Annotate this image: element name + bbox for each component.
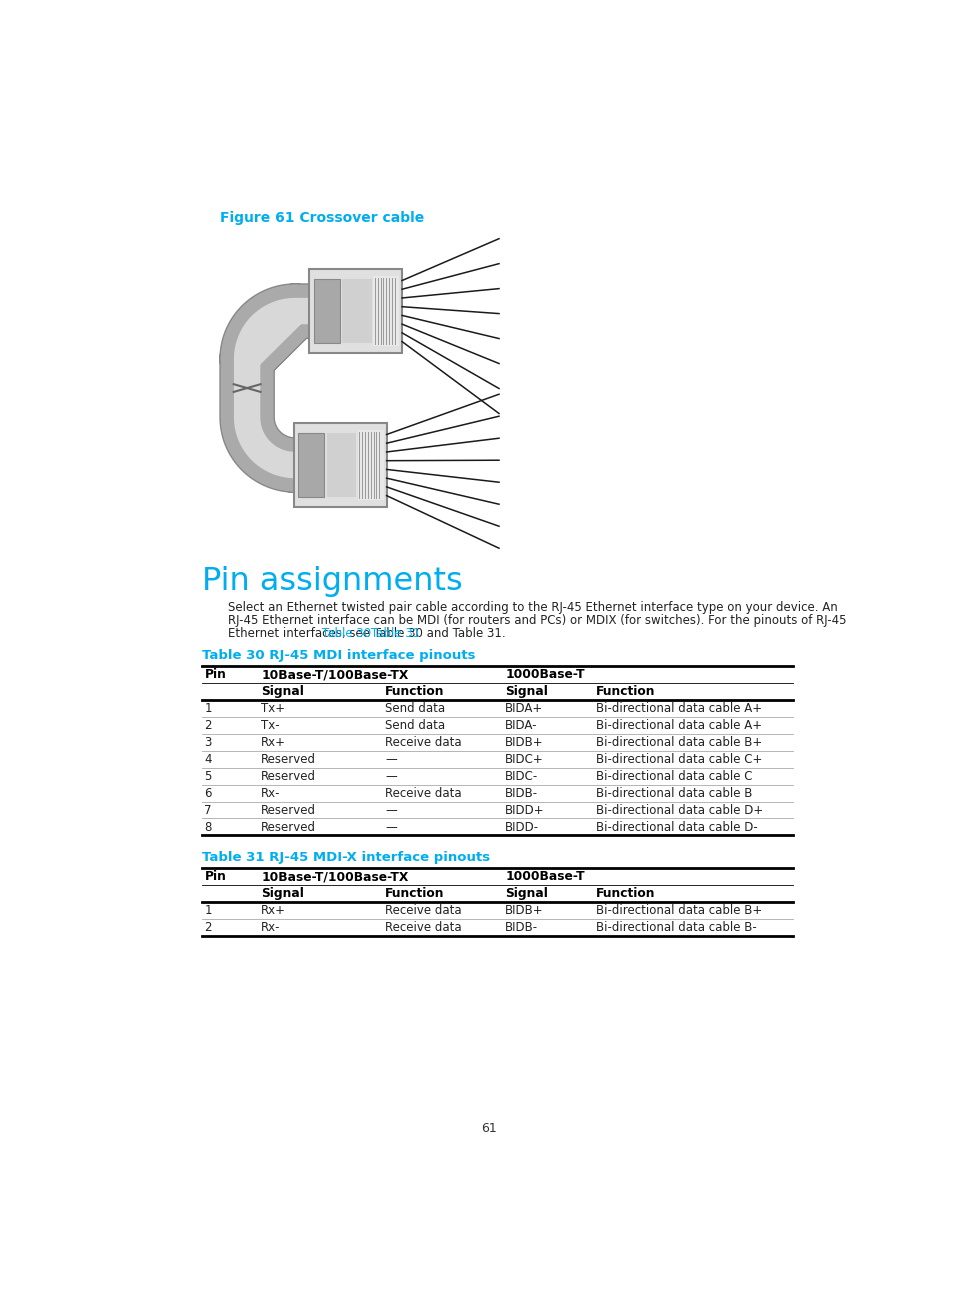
Text: 1: 1 [204, 702, 212, 715]
Bar [314, 280, 339, 342]
Text: Bi-directional data cable B-: Bi-directional data cable B- [596, 921, 756, 934]
Text: Signal: Signal [505, 686, 548, 699]
Text: Bi-directional data cable A+: Bi-directional data cable A+ [596, 702, 761, 715]
Text: Pin: Pin [204, 669, 226, 682]
Text: 10Base-T/100Base-TX: 10Base-T/100Base-TX [261, 669, 408, 682]
Text: Signal: Signal [261, 886, 304, 899]
Text: BIDD-: BIDD- [505, 820, 538, 833]
Text: Signal: Signal [505, 886, 548, 899]
Text: Pin: Pin [204, 870, 226, 883]
Text: Bi-directional data cable C+: Bi-directional data cable C+ [596, 753, 761, 766]
Text: Pin assignments: Pin assignments [202, 566, 462, 597]
Text: Rx+: Rx+ [261, 736, 286, 749]
Text: Ethernet interfaces, see Table 30 and Table 31.: Ethernet interfaces, see Table 30 and Ta… [228, 627, 505, 640]
Text: 7: 7 [204, 804, 212, 816]
Text: Tx+: Tx+ [261, 702, 285, 715]
Text: BIDB-: BIDB- [505, 921, 537, 934]
Text: Function: Function [385, 686, 444, 699]
Text: BIDA+: BIDA+ [505, 702, 543, 715]
Text: Rx-: Rx- [261, 787, 280, 800]
Text: Table 30 RJ-45 MDI interface pinouts: Table 30 RJ-45 MDI interface pinouts [202, 649, 476, 662]
Text: BIDC-: BIDC- [505, 770, 537, 783]
Text: Table 31 RJ-45 MDI-X interface pinouts: Table 31 RJ-45 MDI-X interface pinouts [202, 851, 490, 864]
Text: Reserved: Reserved [261, 753, 315, 766]
Text: —: — [385, 804, 396, 816]
Text: Function: Function [596, 686, 655, 699]
Text: Bi-directional data cable B: Bi-directional data cable B [596, 787, 752, 800]
Text: 1000Base-T: 1000Base-T [505, 870, 584, 883]
Text: Bi-directional data cable D-: Bi-directional data cable D- [596, 820, 757, 833]
Text: Rx-: Rx- [261, 921, 280, 934]
Text: Bi-directional data cable C: Bi-directional data cable C [596, 770, 752, 783]
Text: Function: Function [596, 886, 655, 899]
Text: Bi-directional data cable A+: Bi-directional data cable A+ [596, 719, 761, 732]
Text: Figure 61 Crossover cable: Figure 61 Crossover cable [220, 211, 424, 226]
Text: Signal: Signal [261, 686, 304, 699]
Text: BIDA-: BIDA- [505, 719, 537, 732]
Text: Send data: Send data [385, 719, 445, 732]
Bar [357, 430, 383, 500]
Bar [309, 270, 402, 353]
Text: BIDD+: BIDD+ [505, 804, 544, 816]
Text: Reserved: Reserved [261, 820, 315, 833]
Text: Receive data: Receive data [385, 921, 461, 934]
Text: Send data: Send data [385, 702, 445, 715]
Text: 2: 2 [204, 719, 212, 732]
Text: 10Base-T/100Base-TX: 10Base-T/100Base-TX [261, 870, 408, 883]
Bar [326, 433, 356, 496]
Text: Function: Function [385, 886, 444, 899]
Bar [294, 424, 386, 507]
Text: 5: 5 [204, 770, 212, 783]
Text: 2: 2 [204, 921, 212, 934]
Text: Reserved: Reserved [261, 770, 315, 783]
Text: 61: 61 [480, 1122, 497, 1135]
Bar [373, 276, 398, 346]
Text: Select an Ethernet twisted pair cable according to the RJ-45 Ethernet interface : Select an Ethernet twisted pair cable ac… [228, 600, 837, 613]
Text: Tx-: Tx- [261, 719, 279, 732]
Bar [342, 280, 372, 342]
Text: —: — [385, 770, 396, 783]
Text: 4: 4 [204, 753, 212, 766]
Text: —: — [385, 820, 396, 833]
Text: Bi-directional data cable D+: Bi-directional data cable D+ [596, 804, 762, 816]
Text: Receive data: Receive data [385, 905, 461, 918]
Text: Receive data: Receive data [385, 736, 461, 749]
Text: BIDC+: BIDC+ [505, 753, 543, 766]
Text: Bi-directional data cable B+: Bi-directional data cable B+ [596, 736, 761, 749]
Text: BIDB+: BIDB+ [505, 736, 543, 749]
Text: Bi-directional data cable B+: Bi-directional data cable B+ [596, 905, 761, 918]
Text: RJ-45 Ethernet interface can be MDI (for routers and PCs) or MDIX (for switches): RJ-45 Ethernet interface can be MDI (for… [228, 614, 845, 627]
Text: Table 31: Table 31 [370, 627, 419, 640]
Text: 3: 3 [204, 736, 212, 749]
Text: 1000Base-T: 1000Base-T [505, 669, 584, 682]
Text: —: — [385, 753, 396, 766]
Text: Receive data: Receive data [385, 787, 461, 800]
Text: 1: 1 [204, 905, 212, 918]
Text: BIDB-: BIDB- [505, 787, 537, 800]
Text: Reserved: Reserved [261, 804, 315, 816]
Text: BIDB+: BIDB+ [505, 905, 543, 918]
Text: Rx+: Rx+ [261, 905, 286, 918]
Text: 6: 6 [204, 787, 212, 800]
Text: 8: 8 [204, 820, 212, 833]
Text: Table 30: Table 30 [321, 627, 371, 640]
Bar [298, 433, 324, 496]
